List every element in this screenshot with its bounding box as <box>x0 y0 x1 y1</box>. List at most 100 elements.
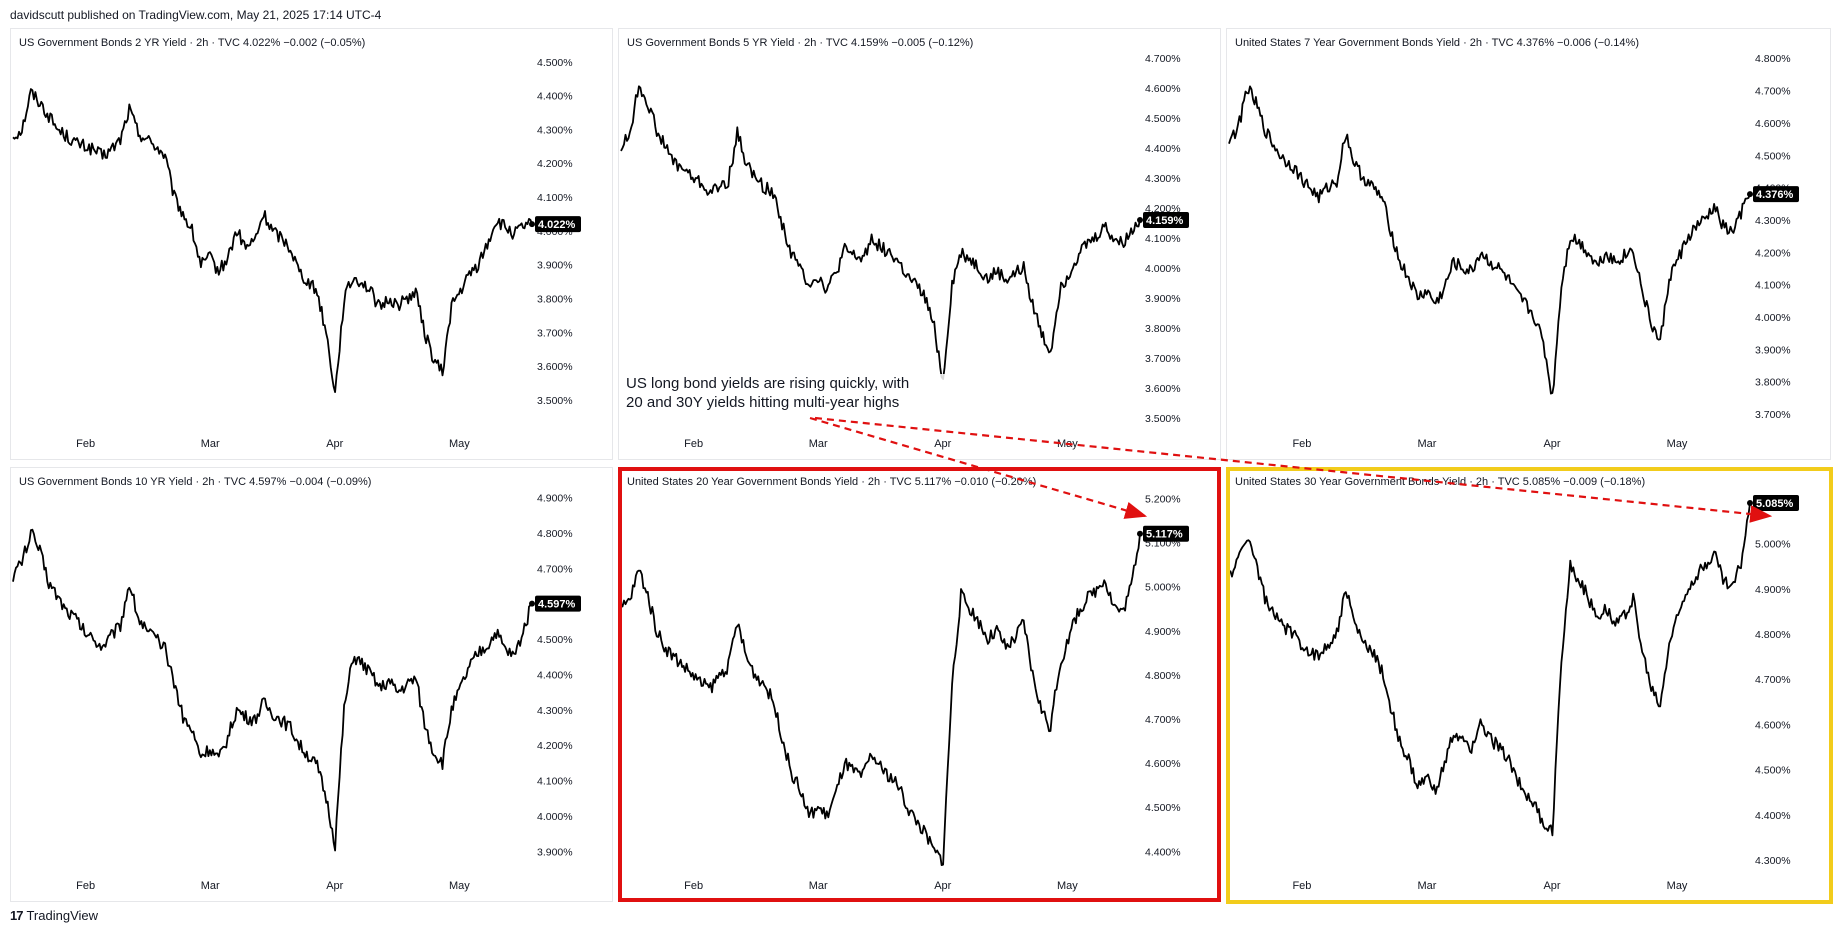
chart-panel-20yr: United States 20 Year Government Bonds Y… <box>618 467 1221 902</box>
y-tick-label: 3.800% <box>537 293 573 305</box>
x-tick-label: Feb <box>76 438 95 450</box>
chart-title: US Government Bonds 5 YR Yield · 2h · TV… <box>627 37 974 49</box>
x-tick-label: May <box>1667 880 1688 892</box>
y-tick-label: 4.200% <box>537 740 573 752</box>
y-tick-label: 4.300% <box>1755 855 1791 867</box>
chart-panel-30yr: United States 30 Year Government Bonds Y… <box>1226 467 1831 902</box>
y-tick-label: 3.600% <box>537 361 573 373</box>
last-value-badge: 4.022% <box>535 216 581 233</box>
series-line <box>12 88 533 394</box>
x-tick-label: Mar <box>1418 880 1437 892</box>
chart-svg: 5.200%5.100%5.000%4.900%4.800%4.700%4.60… <box>620 493 1189 892</box>
y-tick-label: 3.700% <box>1755 409 1791 421</box>
y-tick-label: 4.500% <box>537 634 573 646</box>
tradingview-logo-icon: 17 <box>10 908 24 923</box>
x-tick-label: Feb <box>76 880 95 892</box>
annotation-text: US long bond yields are rising quickly, … <box>626 374 986 412</box>
y-tick-label: 4.400% <box>1145 143 1181 155</box>
footer-brand: 17 TradingView <box>10 908 98 923</box>
last-value-badge-bg <box>1753 186 1799 203</box>
chart-title: US Government Bonds 2 YR Yield · 2h · TV… <box>19 37 366 49</box>
last-value-label: 4.597% <box>538 599 576 611</box>
y-tick-label: 4.500% <box>537 57 573 69</box>
chart-svg: 4.500%4.400%4.300%4.200%4.100%4.000%3.90… <box>12 57 581 450</box>
x-tick-label: May <box>1057 438 1078 450</box>
y-tick-label: 4.100% <box>1755 280 1791 292</box>
x-tick-label: Apr <box>1543 438 1560 450</box>
y-tick-label: 5.000% <box>1145 582 1181 594</box>
x-tick-label: Apr <box>934 880 951 892</box>
y-tick-label: 4.200% <box>537 158 573 170</box>
last-value-point <box>529 600 535 607</box>
y-tick-label: 3.500% <box>1145 413 1181 425</box>
x-tick-label: Apr <box>326 880 343 892</box>
last-value-label: 5.117% <box>1146 529 1183 541</box>
x-tick-label: Feb <box>1292 438 1311 450</box>
last-value-badge: 4.159% <box>1143 212 1189 228</box>
y-tick-label: 4.200% <box>1755 247 1791 259</box>
last-value-point <box>1747 191 1753 198</box>
last-value-label: 4.022% <box>538 219 576 231</box>
series-line <box>620 533 1141 867</box>
y-tick-label: 3.700% <box>1145 353 1181 365</box>
y-tick-label: 4.600% <box>1755 118 1791 130</box>
y-tick-label: 4.500% <box>1145 802 1181 814</box>
y-tick-label: 4.400% <box>1145 846 1181 858</box>
y-tick-label: 4.600% <box>1755 719 1791 731</box>
y-tick-label: 3.800% <box>1145 323 1181 335</box>
y-tick-label: 4.600% <box>1145 83 1181 95</box>
y-tick-label: 3.600% <box>1145 383 1181 395</box>
y-tick-label: 4.100% <box>537 776 573 788</box>
y-tick-label: 4.700% <box>1145 53 1181 65</box>
chart-panel-7yr: United States 7 Year Government Bonds Yi… <box>1226 28 1831 460</box>
last-value-point <box>1747 500 1753 507</box>
y-tick-label: 4.400% <box>1755 810 1791 822</box>
y-tick-label: 4.000% <box>1145 263 1181 275</box>
last-value-point <box>529 221 535 228</box>
last-value-point <box>1137 530 1143 537</box>
x-tick-label: Apr <box>934 438 951 450</box>
chart-title: US Government Bonds 10 YR Yield · 2h · T… <box>19 476 372 488</box>
x-tick-label: Mar <box>809 438 828 450</box>
chart-svg: 4.900%4.800%4.700%4.600%4.500%4.400%4.30… <box>12 493 581 892</box>
y-tick-label: 4.400% <box>537 91 573 103</box>
y-tick-label: 4.600% <box>1145 758 1181 770</box>
x-tick-label: May <box>449 880 470 892</box>
y-tick-label: 4.500% <box>1145 113 1181 125</box>
last-value-label: 5.085% <box>1756 498 1794 510</box>
y-tick-label: 4.800% <box>1145 670 1181 682</box>
y-tick-label: 3.800% <box>1755 377 1791 389</box>
y-tick-label: 4.800% <box>1755 629 1791 641</box>
y-tick-label: 4.700% <box>1755 674 1791 686</box>
series-line <box>12 528 533 852</box>
x-tick-label: Mar <box>1418 438 1437 450</box>
y-tick-label: 4.000% <box>537 811 573 823</box>
x-tick-label: Apr <box>1543 880 1560 892</box>
last-value-badge: 5.117% <box>1143 525 1189 542</box>
y-tick-label: 3.900% <box>537 846 573 858</box>
last-value-badge-bg <box>1143 525 1189 542</box>
y-tick-label: 4.700% <box>537 563 573 575</box>
x-tick-label: Mar <box>201 880 220 892</box>
x-tick-label: Apr <box>326 438 343 450</box>
annotation-line-1: US long bond yields are rising quickly, … <box>626 375 910 392</box>
last-value-badge: 5.085% <box>1753 495 1799 512</box>
y-tick-label: 3.900% <box>1755 344 1791 356</box>
y-tick-label: 4.400% <box>537 669 573 681</box>
y-tick-label: 4.500% <box>1755 150 1791 162</box>
series-line <box>620 85 1141 380</box>
last-value-badge: 4.376% <box>1753 186 1799 203</box>
y-tick-label: 4.300% <box>537 124 573 136</box>
last-value-badge-bg <box>535 216 581 233</box>
last-value-label: 4.159% <box>1146 215 1184 227</box>
y-tick-label: 4.900% <box>1755 584 1791 596</box>
y-tick-label: 4.800% <box>537 528 573 540</box>
y-tick-label: 3.900% <box>1145 293 1181 305</box>
y-tick-label: 4.000% <box>1755 312 1791 324</box>
chart-title: United States 7 Year Government Bonds Yi… <box>1235 37 1639 49</box>
y-tick-label: 3.700% <box>537 327 573 339</box>
x-tick-label: May <box>1057 880 1078 892</box>
y-tick-label: 4.900% <box>1145 626 1181 638</box>
y-tick-label: 4.100% <box>537 192 573 204</box>
y-tick-label: 4.800% <box>1755 53 1791 65</box>
